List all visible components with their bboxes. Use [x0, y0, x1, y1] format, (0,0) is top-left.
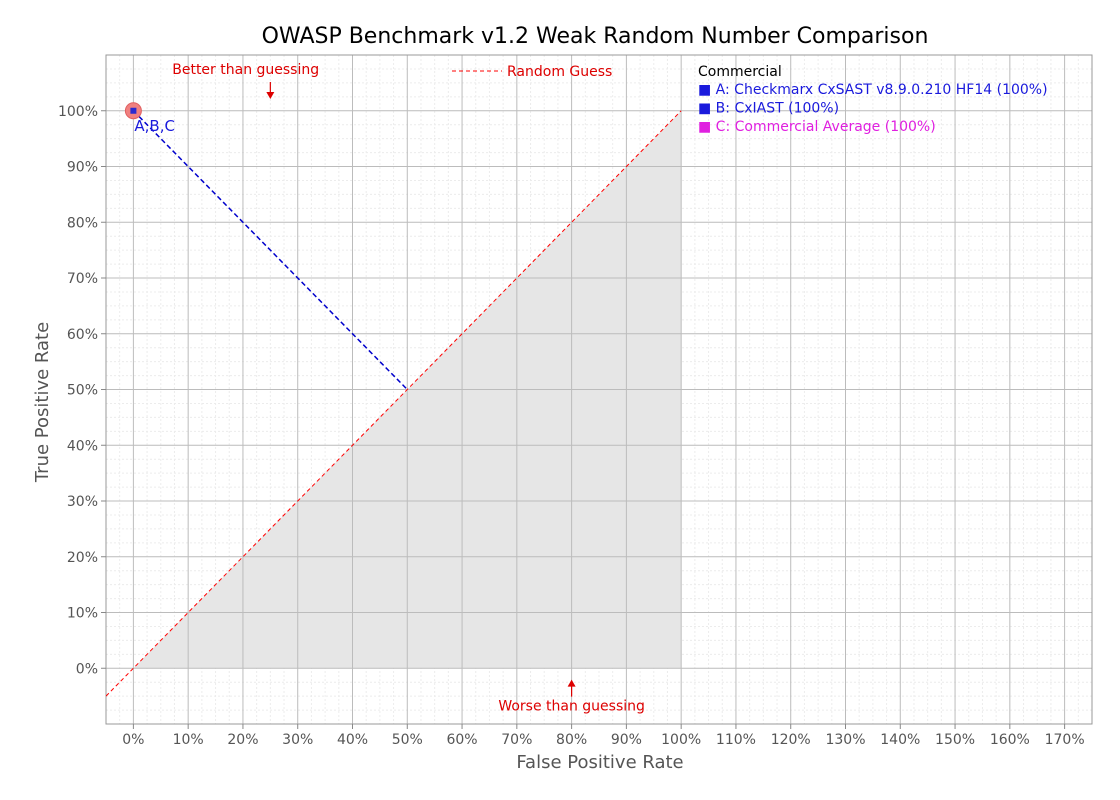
y-tick-label: 0%: [76, 661, 98, 677]
data-point-label: A,B,C: [134, 117, 175, 135]
y-tick-label: 80%: [67, 215, 98, 231]
better-arrow-head: [266, 92, 275, 99]
x-tick-label: 170%: [1045, 732, 1085, 748]
x-tick-label: 120%: [771, 732, 811, 748]
legend-entry: ■ A: Checkmarx CxSAST v8.9.0.210 HF14 (1…: [698, 82, 1048, 98]
y-tick-label: 40%: [67, 438, 98, 454]
x-tick-label: 70%: [501, 732, 532, 748]
x-tick-label: 150%: [935, 732, 975, 748]
x-tick-label: 20%: [227, 732, 258, 748]
x-tick-label: 160%: [990, 732, 1030, 748]
x-tick-label: 100%: [661, 732, 701, 748]
y-tick-label: 100%: [58, 104, 98, 120]
legend-entry: ■ C: Commercial Average (100%): [698, 119, 936, 135]
x-axis-label: False Positive Rate: [516, 752, 683, 773]
data-point-marker: [130, 107, 137, 114]
x-tick-label: 40%: [337, 732, 368, 748]
y-tick-label: 90%: [67, 160, 98, 176]
legend-entry: ■ B: CxIAST (100%): [698, 101, 839, 117]
y-axis-label: True Positive Rate: [32, 322, 53, 483]
random-guess-line: [106, 110, 682, 697]
x-tick-label: 0%: [122, 732, 144, 748]
x-tick-label: 30%: [282, 732, 313, 748]
y-tick-label: 60%: [67, 327, 98, 343]
better-than-guessing-label: Better than guessing: [172, 62, 319, 78]
x-tick-label: 60%: [446, 732, 477, 748]
legend-heading: Commercial: [698, 64, 782, 80]
random-guess-key-label: Random Guess: [507, 64, 612, 80]
x-tick-label: 10%: [173, 732, 204, 748]
x-tick-label: 50%: [392, 732, 423, 748]
y-tick-label: 10%: [67, 606, 98, 622]
plot-area: 0% 10% 20% 30% 40% 50% 60% 70% 80% 90% 100% 110% 120…: [58, 54, 1093, 748]
x-tick-label: 110%: [716, 732, 756, 748]
y-tick-label: 30%: [67, 494, 98, 510]
worse-arrow-head: [567, 679, 576, 687]
chart-title: OWASP Benchmark v1.2 Weak Random Number …: [262, 24, 929, 49]
x-tick-label: 80%: [556, 732, 587, 748]
y-tick-label: 50%: [67, 383, 98, 399]
y-tick-label: 70%: [67, 271, 98, 287]
projection-line: [132, 110, 408, 391]
x-tick-label: 130%: [825, 732, 865, 748]
x-tick-label: 140%: [880, 732, 920, 748]
worse-than-guessing-label: Worse than guessing: [498, 699, 645, 715]
x-tick-label: 90%: [611, 732, 642, 748]
legend: Commercial ■ A: Checkmarx CxSAST v8.9.0.…: [698, 64, 1048, 135]
y-tick-label: 20%: [67, 550, 98, 566]
